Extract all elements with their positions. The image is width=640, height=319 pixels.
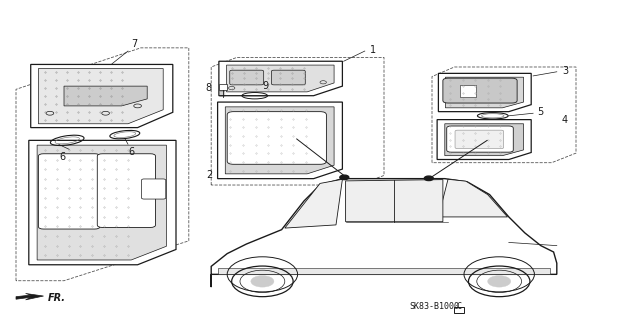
Text: C: C	[457, 302, 461, 311]
Text: FR.: FR.	[48, 293, 66, 303]
Text: 3: 3	[562, 66, 568, 76]
FancyBboxPatch shape	[443, 78, 517, 103]
Polygon shape	[438, 73, 531, 112]
Polygon shape	[445, 124, 524, 156]
Bar	[219, 84, 227, 90]
Polygon shape	[31, 64, 173, 128]
Polygon shape	[218, 102, 342, 179]
Polygon shape	[38, 69, 163, 124]
Polygon shape	[64, 86, 147, 106]
Polygon shape	[225, 107, 334, 174]
Circle shape	[424, 176, 433, 181]
FancyBboxPatch shape	[97, 154, 156, 227]
Polygon shape	[16, 293, 44, 300]
Polygon shape	[211, 179, 557, 287]
Text: 6: 6	[129, 147, 135, 157]
Circle shape	[251, 276, 274, 287]
Polygon shape	[37, 145, 166, 260]
Polygon shape	[285, 179, 342, 228]
Bar	[454, 307, 464, 313]
Bar	[460, 85, 476, 97]
Text: 8: 8	[205, 83, 211, 93]
Polygon shape	[29, 140, 176, 265]
Text: 9: 9	[262, 81, 269, 91]
Text: 5: 5	[538, 107, 544, 117]
FancyBboxPatch shape	[141, 179, 166, 199]
FancyBboxPatch shape	[38, 154, 100, 229]
Circle shape	[340, 175, 349, 180]
Text: SK83-B1000: SK83-B1000	[410, 302, 460, 311]
Polygon shape	[219, 61, 342, 96]
Text: 7: 7	[131, 40, 138, 49]
Polygon shape	[227, 65, 334, 92]
FancyBboxPatch shape	[271, 70, 305, 85]
FancyBboxPatch shape	[230, 70, 264, 85]
Text: 6: 6	[60, 152, 66, 162]
FancyBboxPatch shape	[455, 130, 504, 149]
Text: 1: 1	[370, 45, 376, 55]
Polygon shape	[445, 77, 524, 108]
Polygon shape	[437, 120, 531, 160]
FancyBboxPatch shape	[447, 126, 513, 152]
Polygon shape	[346, 180, 443, 222]
Circle shape	[488, 276, 511, 287]
Text: 2: 2	[206, 170, 212, 180]
Polygon shape	[438, 179, 508, 217]
Polygon shape	[218, 268, 550, 274]
Text: 4: 4	[562, 115, 568, 125]
FancyBboxPatch shape	[227, 112, 326, 164]
